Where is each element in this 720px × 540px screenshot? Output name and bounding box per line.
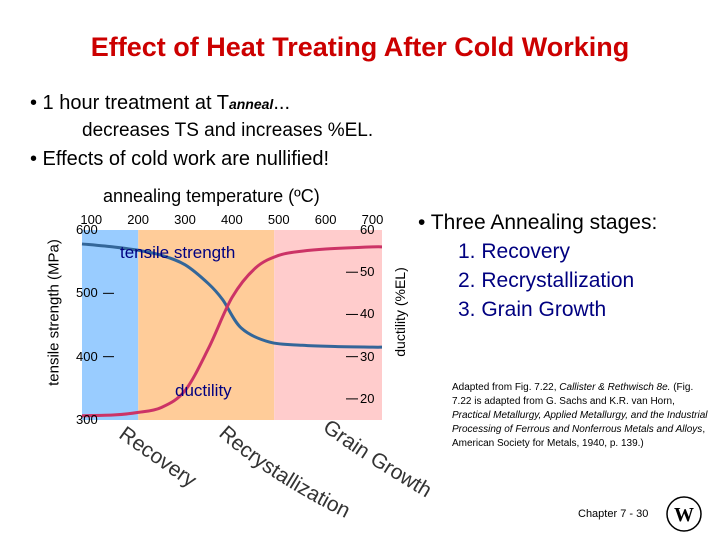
x-tick-label: 400 — [221, 212, 243, 227]
bullet-anneal-line2: decreases TS and increases %EL. — [82, 120, 374, 141]
x-tick-label: 700 — [361, 212, 384, 227]
stage-item: 1. Recovery — [458, 240, 571, 263]
x-axis-title: annealing temperature (ºC) — [103, 186, 320, 206]
left-tick-label: 300 — [76, 412, 98, 427]
bullet-anneal-prefix: • 1 hour treatment at T — [30, 92, 229, 114]
region-grain-growth — [274, 230, 382, 420]
stage-item: 3. Grain Growth — [458, 298, 607, 321]
left-tick-label: 600 — [76, 222, 98, 237]
slide-title: Effect of Heat Treating After Cold Worki… — [90, 32, 630, 62]
right-tick-label: 60 — [360, 222, 375, 237]
series-tensile-strength — [81, 242, 383, 349]
caption-source: Practical Metallurgy, Applied Metallurgy… — [452, 410, 708, 435]
stage-label-grain-growth: Grain Growth — [319, 415, 436, 502]
annealing-stages: • Three Annealing stages: 1. Recovery 2.… — [418, 208, 657, 324]
figure-caption: Adapted from Fig. 7.22, Callister & Reth… — [452, 381, 710, 451]
x-tick-label: 200 — [127, 212, 149, 227]
slide-footer: Chapter 7 - 30 — [578, 508, 649, 520]
publisher-logo: W — [666, 496, 702, 532]
logo-letter: W — [674, 504, 694, 526]
logo-ring — [666, 496, 702, 532]
tensile-strength-label: tensile strength — [120, 243, 236, 262]
caption-middle: (Fig. 7.22 is adapted from G. Sachs and … — [452, 382, 694, 407]
bullet-cold-work: • Effects of cold work are nullified! — [30, 148, 329, 170]
right-tick-label: 30 — [360, 348, 375, 364]
x-tick-label: 100 — [80, 212, 103, 227]
region-recovery — [82, 230, 139, 420]
right-tick-label: 50 — [360, 264, 375, 280]
stage-label-recovery: Recovery — [115, 422, 201, 492]
x-tick-label: 600 — [314, 212, 337, 227]
stage-item: 2. Recrystallization — [458, 269, 635, 292]
region-recrystallization — [138, 230, 275, 420]
ductility-label: ductility — [175, 381, 232, 400]
left-tick-label: 500 — [76, 285, 98, 301]
bullet-anneal-suffix: ... — [273, 92, 290, 114]
x-tick-label: 500 — [267, 212, 290, 227]
x-tick-label: 300 — [174, 212, 196, 227]
bullet-anneal: • 1 hour treatment at Tanneal... — [30, 92, 290, 115]
left-tick-label: 400 — [76, 348, 98, 364]
series-ductility — [81, 245, 383, 418]
caption-suffix: , American Society for Metals, 1940, p. … — [452, 424, 706, 449]
caption-prefix: Adapted from Fig. 7.22, — [452, 382, 560, 393]
caption-book: Callister & Rethwisch 8e. — [559, 382, 671, 393]
bullet-anneal-sub: anneal — [228, 96, 274, 112]
stages-heading: • Three Annealing stages: — [418, 211, 658, 234]
right-tick-label: 20 — [360, 390, 375, 406]
right-tick-label: 40 — [360, 306, 375, 322]
